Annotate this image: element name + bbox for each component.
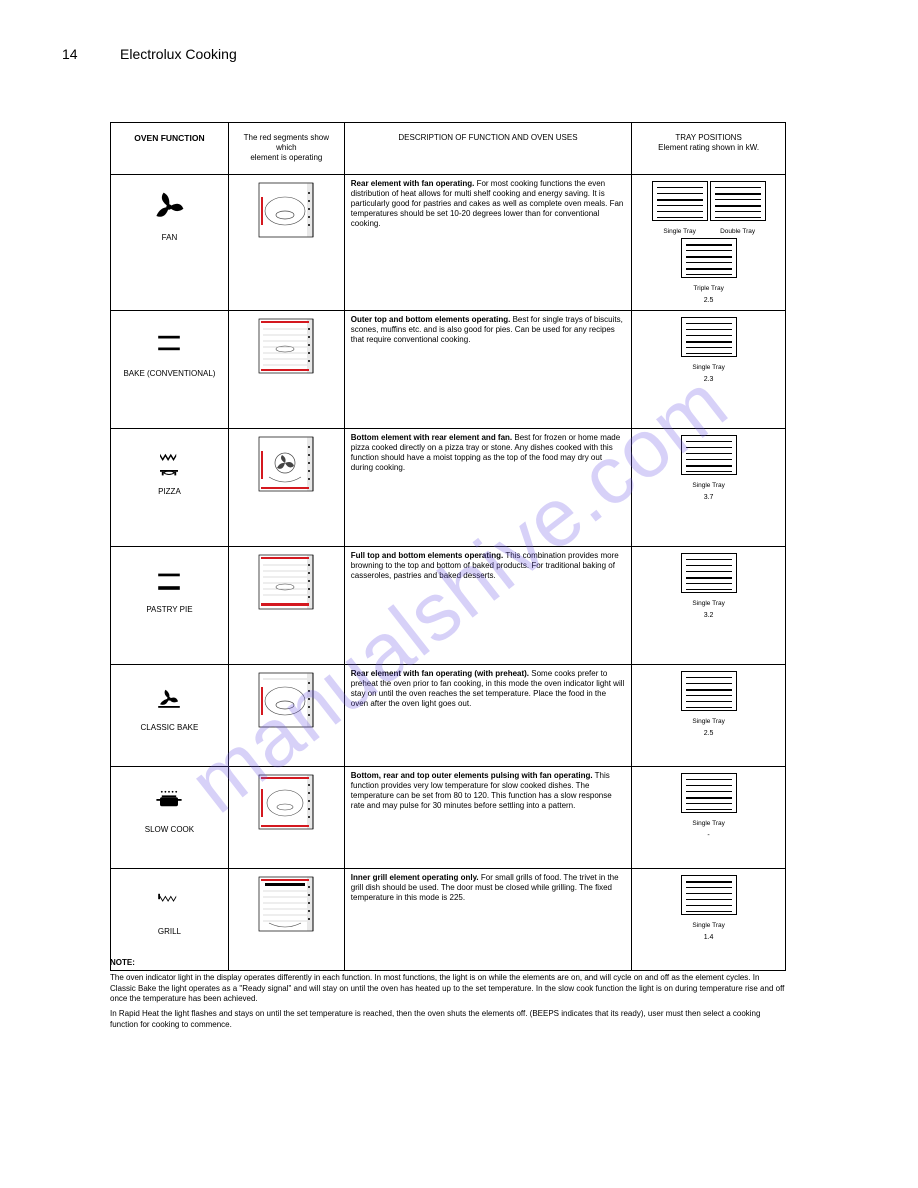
note-heading: NOTE:	[110, 958, 135, 967]
col-header-function: OVEN FUNCTION	[111, 123, 229, 175]
oven-diagram-cell	[228, 311, 344, 429]
note-p2: In Rapid Heat the light flashes and stay…	[110, 1009, 786, 1031]
oven-diagram-icon	[255, 826, 317, 835]
oven-diagram-cell	[228, 175, 344, 311]
oven-diagram-icon	[255, 724, 317, 733]
oven-diagram-cell	[228, 665, 344, 767]
grill-icon	[117, 883, 222, 919]
page-title: Electrolux Cooking	[120, 46, 237, 62]
oven-diagram-icon	[255, 606, 317, 615]
description-cell: Rear element with fan operating. For mos…	[344, 175, 631, 311]
description-cell: Bottom element with rear element and fan…	[344, 429, 631, 547]
oven-diagram-cell	[228, 869, 344, 971]
note-p1: The oven indicator light in the display …	[110, 973, 786, 1005]
oven-diagram-icon	[255, 488, 317, 497]
col-header-description: DESCRIPTION OF FUNCTION AND OVEN USES	[344, 123, 631, 175]
oven-function-table: OVEN FUNCTION The red segments show whic…	[110, 122, 786, 971]
description-cell: Outer top and bottom elements operating.…	[344, 311, 631, 429]
oven-diagram-cell	[228, 429, 344, 547]
page-number: 14	[62, 46, 78, 62]
tray-cell: Single Tray3.7	[632, 429, 786, 547]
tray-cell: Single Tray2.5	[632, 665, 786, 767]
mode-cell: BAKE (CONVENTIONAL)	[111, 311, 229, 429]
table-row: FAN Rear element with fan operating. For…	[111, 175, 786, 311]
bake-icon	[117, 325, 222, 361]
mode-cell: PASTRY PIE	[111, 547, 229, 665]
table-row: GRILL Inner grill element operating only…	[111, 869, 786, 971]
manual-page: 14 Electrolux Cooking OVEN FUNCTION The …	[0, 0, 918, 1188]
pizza-icon	[117, 443, 222, 479]
mode-cell: FAN	[111, 175, 229, 311]
mode-cell: GRILL	[111, 869, 229, 971]
mode-label: PIZZA	[117, 487, 222, 497]
table-row: PIZZA Bottom element with rear element a…	[111, 429, 786, 547]
table-header-row: OVEN FUNCTION The red segments show whic…	[111, 123, 786, 175]
mode-label: CLASSIC BAKE	[117, 723, 222, 733]
tray-cell: Single Tray-	[632, 767, 786, 869]
tray-cell: Single Tray3.2	[632, 547, 786, 665]
oven-diagram-icon	[255, 234, 317, 243]
fan-icon	[117, 189, 222, 225]
mode-cell: CLASSIC BAKE	[111, 665, 229, 767]
tray-cell: Single TrayDouble TrayTriple Tray2.5	[632, 175, 786, 311]
table-row: BAKE (CONVENTIONAL) Outer top and bottom…	[111, 311, 786, 429]
description-cell: Full top and bottom elements operating. …	[344, 547, 631, 665]
mode-cell: PIZZA	[111, 429, 229, 547]
classic-icon	[117, 679, 222, 715]
description-cell: Inner grill element operating only. For …	[344, 869, 631, 971]
description-cell: Bottom, rear and top outer elements puls…	[344, 767, 631, 869]
mode-label: GRILL	[117, 927, 222, 937]
description-cell: Rear element with fan operating (with pr…	[344, 665, 631, 767]
pastry-icon	[117, 561, 222, 597]
table-row: CLASSIC BAKE Rear element with fan opera…	[111, 665, 786, 767]
table-row: SLOW COOK Bottom, rear and top outer ele…	[111, 767, 786, 869]
oven-diagram-icon	[255, 370, 317, 379]
slow-icon	[117, 781, 222, 817]
oven-diagram-cell	[228, 767, 344, 869]
mode-label: BAKE (CONVENTIONAL)	[117, 369, 222, 379]
col-header-tray: TRAY POSITIONS Element rating shown in k…	[632, 123, 786, 175]
footnote: NOTE: The oven indicator light in the di…	[110, 958, 786, 1035]
tray-cell: Single Tray2.3	[632, 311, 786, 429]
oven-diagram-icon	[255, 928, 317, 937]
mode-cell: SLOW COOK	[111, 767, 229, 869]
col-header-segments: The red segments show which element is o…	[228, 123, 344, 175]
tray-cell: Single Tray1.4	[632, 869, 786, 971]
mode-label: SLOW COOK	[117, 825, 222, 835]
oven-diagram-cell	[228, 547, 344, 665]
table-row: PASTRY PIE Full top and bottom elements …	[111, 547, 786, 665]
mode-label: PASTRY PIE	[117, 605, 222, 615]
mode-label: FAN	[117, 233, 222, 243]
